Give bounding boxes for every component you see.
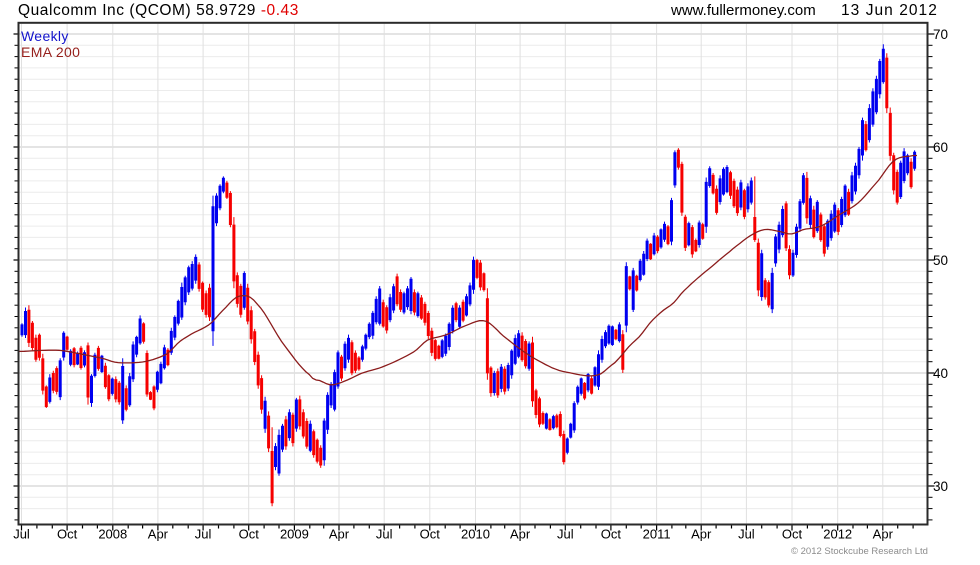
svg-text:30: 30	[933, 479, 948, 494]
svg-text:Jul: Jul	[13, 527, 30, 542]
svg-text:Oct: Oct	[239, 527, 260, 542]
svg-text:Jul: Jul	[557, 527, 574, 542]
svg-text:Jul: Jul	[195, 527, 212, 542]
svg-text:2008: 2008	[98, 527, 127, 542]
svg-text:Jul: Jul	[738, 527, 755, 542]
svg-text:Apr: Apr	[873, 527, 894, 542]
svg-text:Oct: Oct	[57, 527, 78, 542]
svg-text:40: 40	[933, 366, 948, 381]
svg-text:60: 60	[933, 140, 948, 155]
svg-text:2011: 2011	[643, 527, 671, 542]
svg-text:Oct: Oct	[420, 527, 441, 542]
svg-text:Apr: Apr	[148, 527, 169, 542]
svg-text:2009: 2009	[280, 527, 309, 542]
svg-text:Apr: Apr	[510, 527, 531, 542]
svg-text:2012: 2012	[823, 527, 852, 542]
svg-text:Jul: Jul	[376, 527, 393, 542]
svg-text:Oct: Oct	[782, 527, 803, 542]
svg-text:50: 50	[933, 253, 948, 268]
svg-text:2010: 2010	[461, 527, 490, 542]
svg-text:Apr: Apr	[691, 527, 712, 542]
svg-text:Oct: Oct	[601, 527, 622, 542]
svg-text:Apr: Apr	[329, 527, 350, 542]
svg-text:70: 70	[933, 27, 948, 42]
